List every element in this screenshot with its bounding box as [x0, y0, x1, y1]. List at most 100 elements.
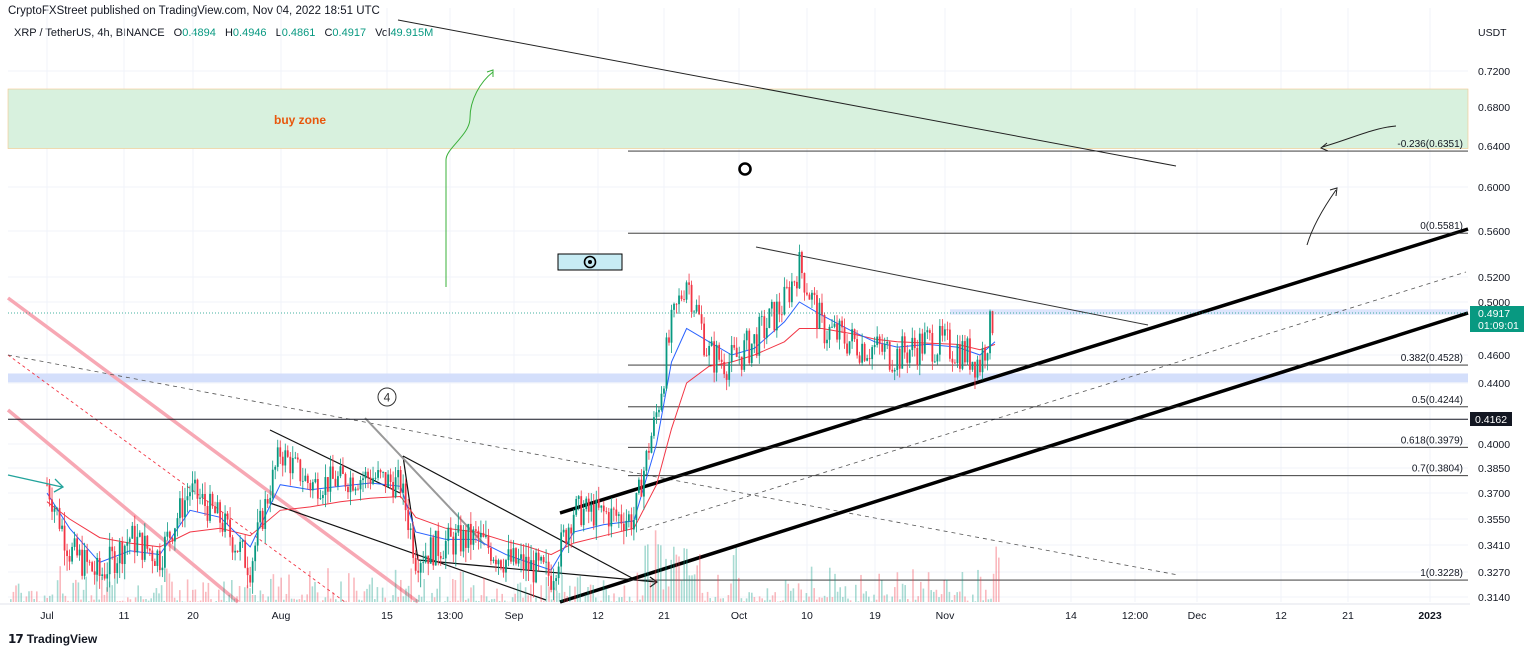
candle-body[interactable]	[289, 456, 292, 474]
candle-body[interactable]	[96, 557, 99, 575]
candle-body[interactable]	[56, 507, 58, 509]
candle-body[interactable]	[327, 477, 329, 492]
candle-body[interactable]	[209, 493, 211, 521]
candle-body[interactable]	[547, 561, 550, 576]
candle-body[interactable]	[575, 498, 578, 515]
candle-body[interactable]	[219, 502, 221, 523]
candle-body[interactable]	[535, 552, 537, 583]
candle-body[interactable]	[432, 537, 435, 566]
candle-body[interactable]	[705, 355, 708, 357]
candle-body[interactable]	[156, 550, 159, 566]
current-price-tag[interactable]	[1470, 306, 1524, 332]
candle-body[interactable]	[437, 530, 440, 556]
candle-body[interactable]	[304, 475, 307, 481]
candle-body[interactable]	[735, 347, 738, 357]
candle-body[interactable]	[938, 325, 941, 355]
candle-body[interactable]	[625, 520, 628, 531]
candle-body[interactable]	[678, 295, 680, 305]
candle-body[interactable]	[851, 329, 853, 342]
candle-body[interactable]	[956, 344, 959, 364]
candle-body[interactable]	[264, 499, 267, 529]
candle-body[interactable]	[211, 493, 214, 507]
candle-body[interactable]	[718, 344, 721, 360]
candle-body[interactable]	[913, 337, 916, 349]
candle-body[interactable]	[673, 303, 675, 310]
candle-body[interactable]	[93, 571, 96, 575]
candle-body[interactable]	[811, 292, 813, 300]
candle-body[interactable]	[259, 510, 262, 523]
candle-body[interactable]	[740, 356, 743, 370]
candle-body[interactable]	[926, 330, 929, 333]
candle-body[interactable]	[635, 493, 638, 521]
symbol-name[interactable]: XRP / TetherUS, 4h, BINANCE	[14, 27, 165, 39]
candle-body[interactable]	[362, 478, 364, 481]
candle-body[interactable]	[770, 301, 773, 309]
candle-body[interactable]	[261, 510, 264, 529]
candle-body[interactable]	[404, 483, 407, 511]
candle-body[interactable]	[377, 470, 379, 478]
candle-body[interactable]	[981, 348, 984, 373]
candle-body[interactable]	[231, 537, 234, 553]
candle-body[interactable]	[577, 496, 580, 499]
candle-body[interactable]	[321, 495, 324, 499]
candle-body[interactable]	[758, 316, 761, 356]
candle-body[interactable]	[690, 284, 693, 312]
candle-body[interactable]	[126, 542, 129, 546]
candle-body[interactable]	[763, 316, 766, 338]
candle-body[interactable]	[301, 480, 304, 482]
ascending-channel-upper[interactable]	[559, 227, 1469, 515]
candle-body[interactable]	[991, 311, 994, 334]
candle-body[interactable]	[743, 340, 746, 370]
candle-body[interactable]	[848, 341, 851, 354]
candle-body[interactable]	[833, 323, 836, 327]
candle-body[interactable]	[989, 311, 991, 354]
candle-body[interactable]	[76, 538, 78, 556]
candle-body[interactable]	[229, 519, 231, 538]
candle-body[interactable]	[161, 567, 164, 571]
candle-body[interactable]	[201, 493, 204, 498]
candle-body[interactable]	[793, 281, 796, 283]
candle-body[interactable]	[816, 295, 818, 329]
candle-body[interactable]	[319, 498, 322, 499]
candle-body[interactable]	[648, 450, 650, 453]
candle-body[interactable]	[841, 320, 843, 328]
candle-body[interactable]	[836, 323, 838, 340]
candle-body[interactable]	[612, 508, 615, 510]
candle-body[interactable]	[755, 334, 758, 356]
candle-body[interactable]	[204, 493, 206, 507]
candle-body[interactable]	[189, 492, 191, 497]
candle-body[interactable]	[946, 329, 949, 331]
candle-body[interactable]	[118, 542, 121, 564]
candle-body[interactable]	[843, 327, 846, 344]
candle-body[interactable]	[688, 282, 690, 285]
candle-body[interactable]	[66, 550, 68, 557]
candle-body[interactable]	[778, 301, 781, 315]
candle-body[interactable]	[246, 567, 249, 576]
candle-body[interactable]	[954, 362, 956, 364]
candle-body[interactable]	[123, 545, 126, 565]
candle-body[interactable]	[911, 337, 914, 351]
candle-body[interactable]	[798, 252, 801, 289]
falling-wedge[interactable]	[269, 417, 659, 601]
candle-body[interactable]	[296, 457, 299, 460]
candle-body[interactable]	[467, 523, 470, 548]
candle-body[interactable]	[254, 545, 257, 562]
candle-body[interactable]	[542, 557, 545, 563]
candle-body[interactable]	[640, 479, 643, 497]
candle-body[interactable]	[334, 478, 337, 487]
candle-body[interactable]	[605, 511, 608, 513]
candle-body[interactable]	[858, 355, 861, 363]
candle-body[interactable]	[474, 529, 477, 531]
candle-body[interactable]	[71, 546, 73, 562]
candle-body[interactable]	[447, 527, 450, 542]
candle-body[interactable]	[728, 362, 731, 380]
candle-body[interactable]	[961, 341, 964, 369]
candle-body[interactable]	[86, 549, 89, 562]
marked-price-tag[interactable]	[1470, 412, 1512, 426]
candle-body[interactable]	[620, 514, 623, 524]
candle-body[interactable]	[429, 537, 432, 564]
candle-body[interactable]	[83, 549, 86, 576]
pink-channel[interactable]	[6, 296, 420, 604]
candle-body[interactable]	[138, 532, 141, 537]
